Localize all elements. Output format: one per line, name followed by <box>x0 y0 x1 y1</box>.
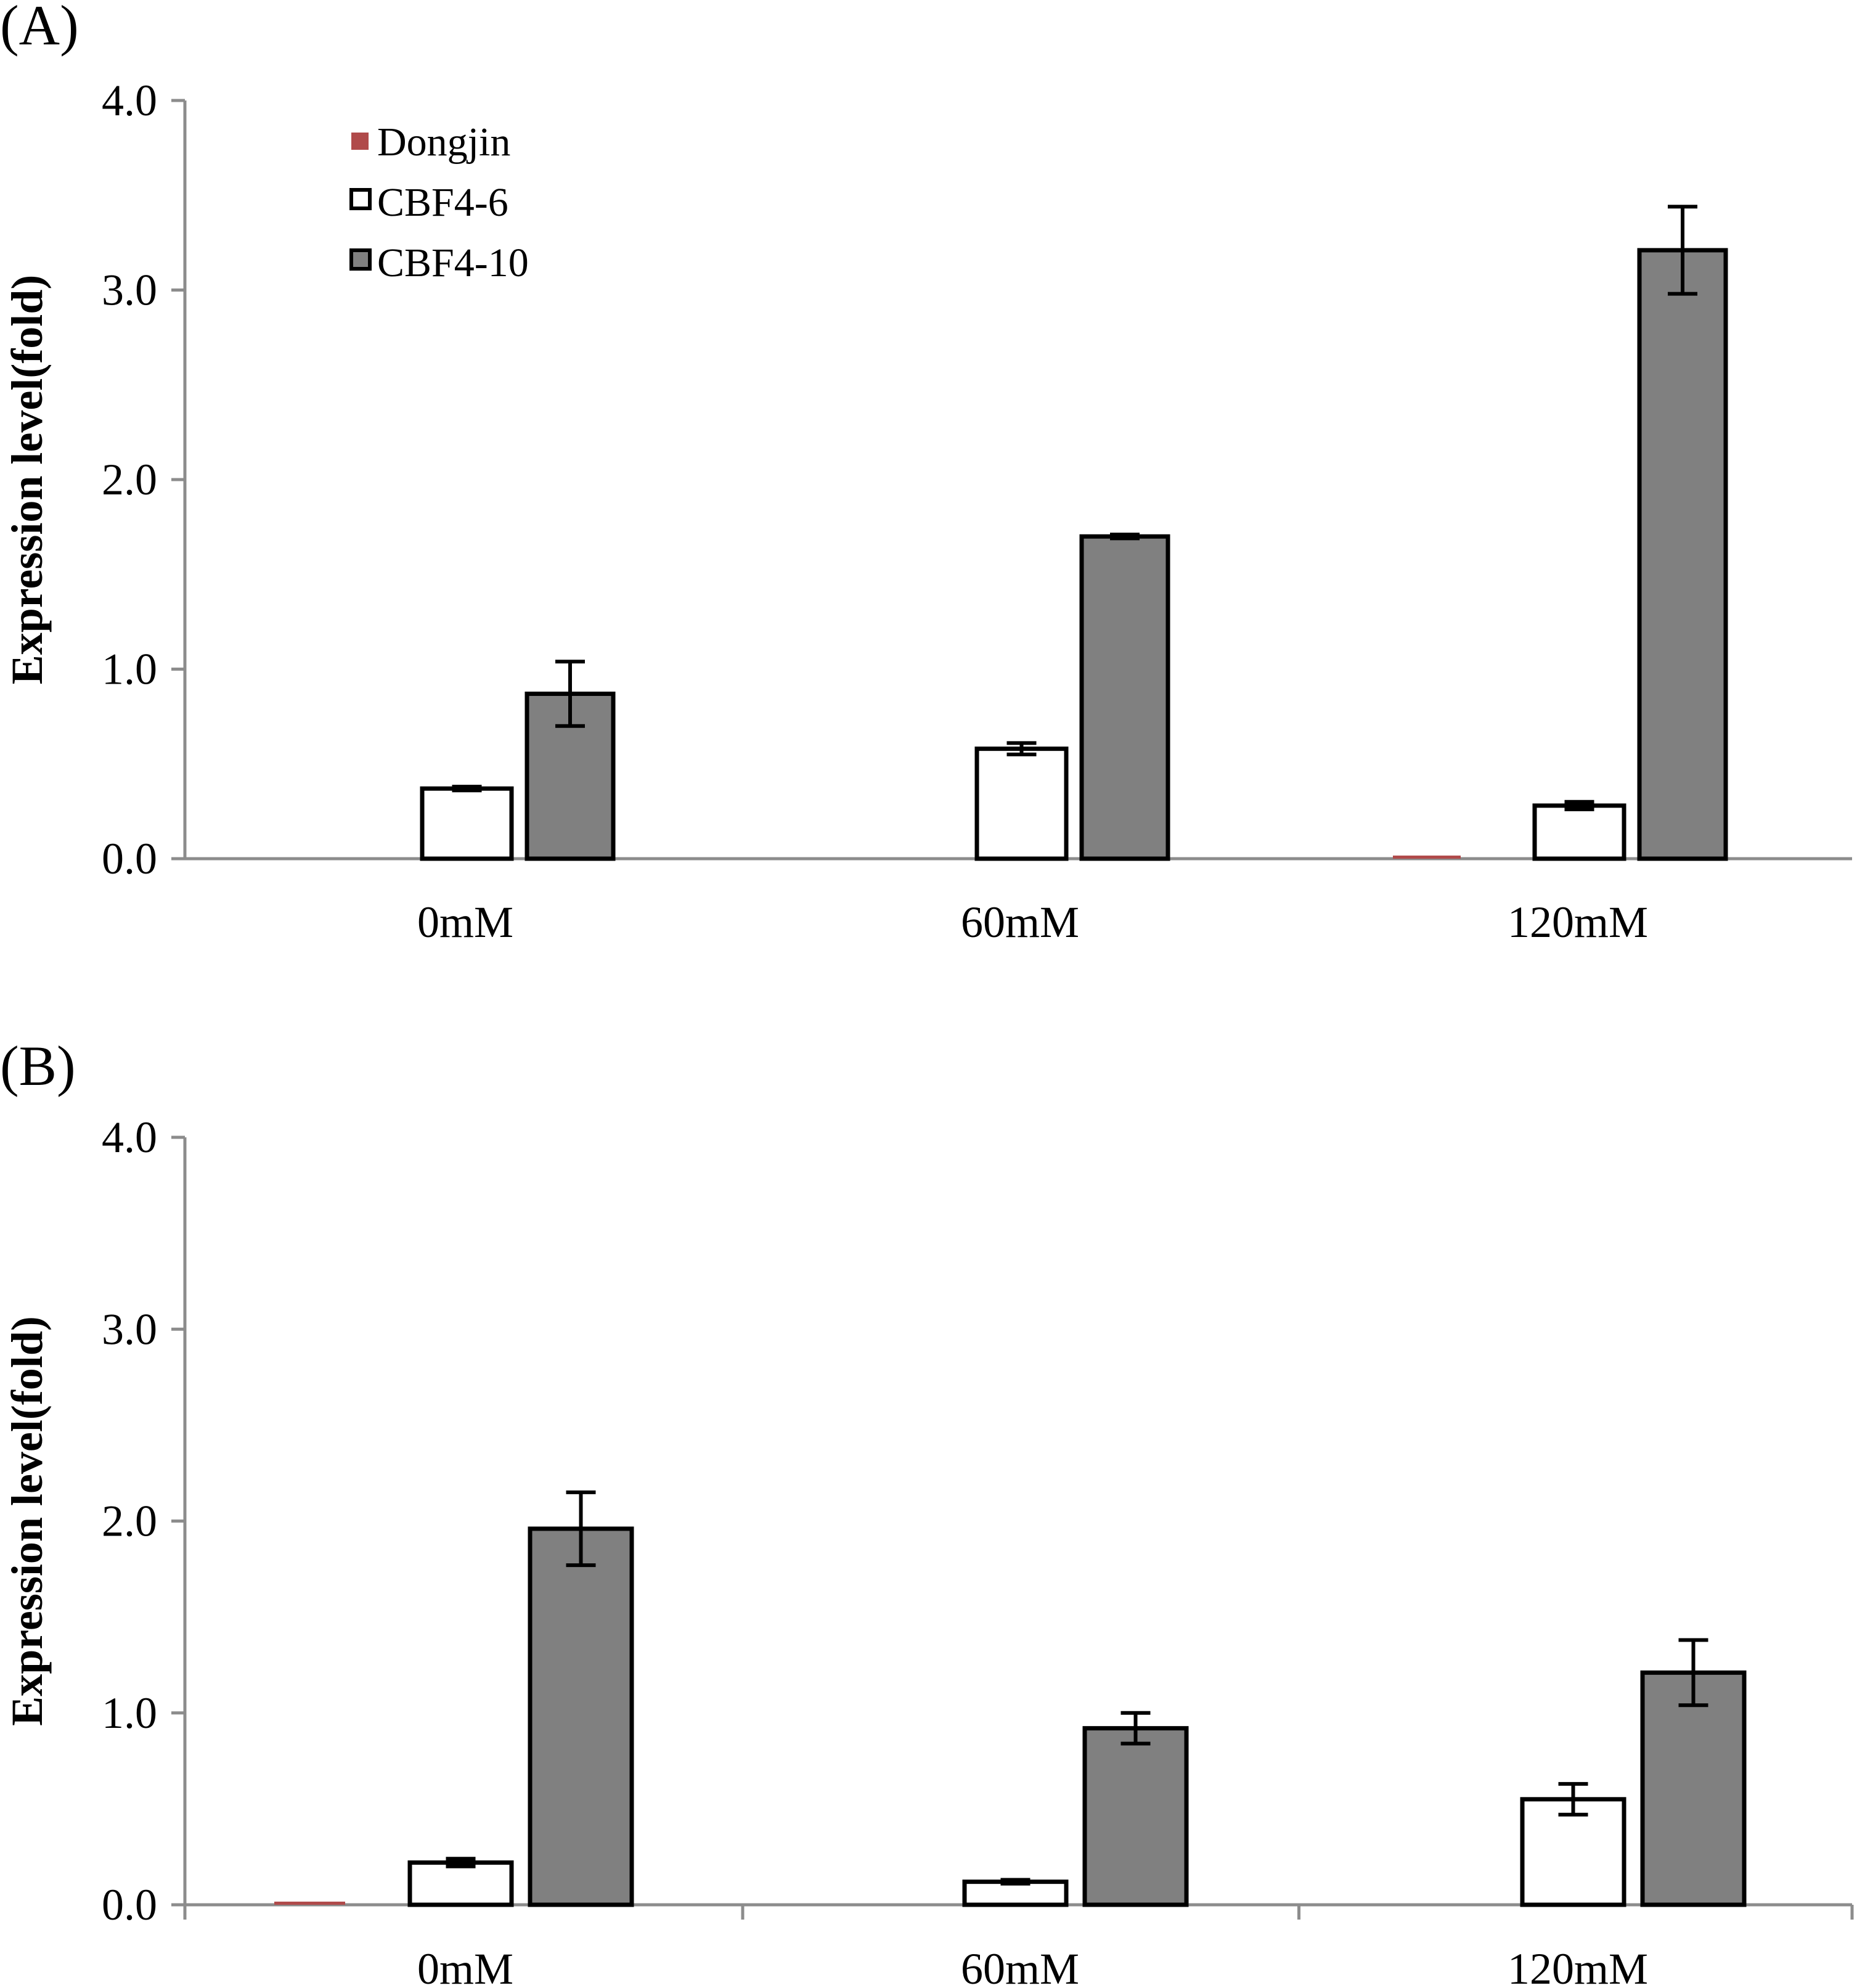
y-tick-label: 0.0 <box>102 1880 157 1929</box>
y-axis-title: Expression level(fold) <box>2 1316 52 1726</box>
x-tick-label: 120mM <box>1508 898 1648 947</box>
y-tick-label: 1.0 <box>102 645 157 694</box>
bar-cbf4-6 <box>962 1880 1069 1907</box>
panel-b: (B) 0.0 1.0 2.0 3.0 4.0 Expression level(fold)… <box>0 1034 1854 1988</box>
bar-dongjin <box>274 1901 345 1905</box>
legend-label: CBF4-10 <box>377 240 529 285</box>
bar-cbf4-10 <box>1082 1726 1189 1907</box>
legend: Dongjin CBF4-6 CBF4-10 <box>349 120 529 285</box>
legend-label: CBF4-6 <box>377 180 508 225</box>
bar-cbf4-6 <box>974 747 1069 861</box>
x-tick-label: 0mM <box>417 898 513 947</box>
y-tick-label: 1.0 <box>102 1688 157 1738</box>
bar-cbf4-10 <box>528 1526 634 1907</box>
bar-cbf4-10 <box>1079 534 1170 861</box>
y-tick-label: 0.0 <box>102 834 157 883</box>
legend-swatch-cbf4-10 <box>349 248 372 271</box>
y-axis-title: Expression level(fold) <box>2 275 52 685</box>
panel-label: (A) <box>0 0 79 57</box>
legend-label: Dongjin <box>377 120 510 165</box>
legend-swatch-dongjin <box>351 133 369 150</box>
y-tick-label: 3.0 <box>102 1304 157 1354</box>
panel-label: (B) <box>0 1034 76 1097</box>
x-tick-label: 60mM <box>961 1944 1079 1988</box>
x-tick-label: 120mM <box>1508 1944 1648 1988</box>
bar-cbf4-10 <box>1637 248 1728 861</box>
bar-cbf4-10 <box>1640 1670 1747 1907</box>
x-tick-label: 0mM <box>417 1944 513 1988</box>
y-tick-label: 4.0 <box>102 76 157 125</box>
y-tick-label: 2.0 <box>102 455 157 504</box>
bar-cbf4-6 <box>420 786 514 861</box>
bar-dongjin <box>1393 855 1461 859</box>
legend-swatch-cbf4-6 <box>349 188 372 210</box>
bar-cbf4-10 <box>524 691 616 861</box>
y-tick-label: 4.0 <box>102 1113 157 1162</box>
x-tick-label: 60mM <box>961 898 1079 947</box>
y-tick-label: 3.0 <box>102 266 157 315</box>
bar-cbf4-6 <box>407 1860 514 1907</box>
y-tick-label: 2.0 <box>102 1497 157 1546</box>
panel-a: (A) 0.0 1.0 2.0 3.0 4.0 Expression level(fold)… <box>0 0 1852 947</box>
bar-cbf4-6 <box>1520 1797 1626 1907</box>
bar-cbf4-6 <box>1532 803 1626 861</box>
